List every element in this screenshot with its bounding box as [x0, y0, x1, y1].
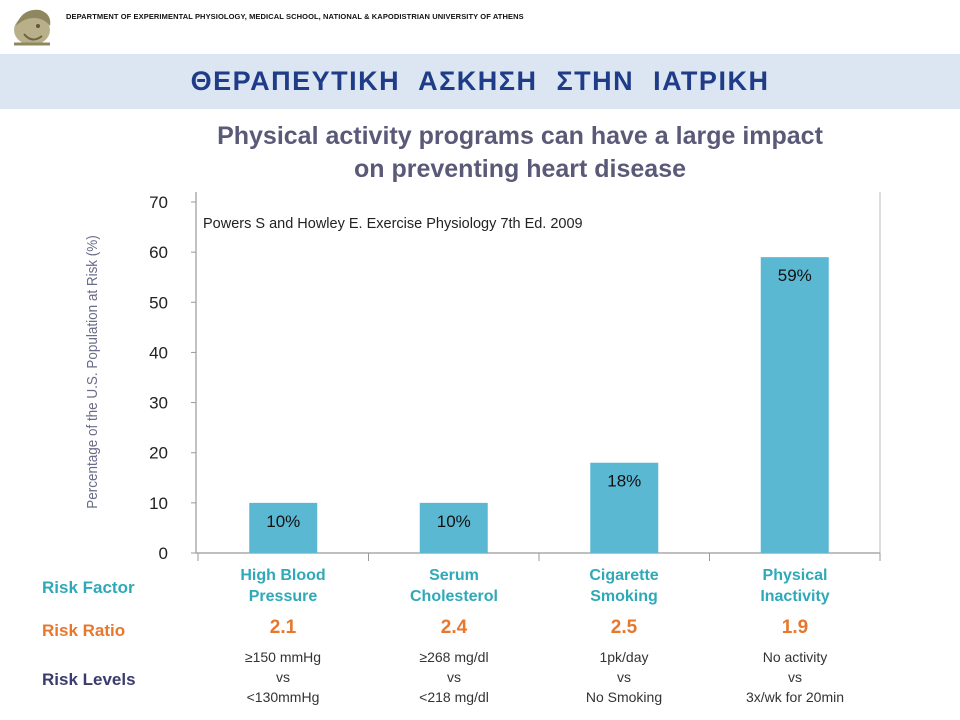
data-label: 59% — [778, 266, 812, 285]
data-label: 18% — [607, 472, 641, 491]
risk-level-line: vs — [617, 669, 631, 685]
y-tick-label: 60 — [149, 243, 168, 262]
row-label-risk-ratio: Risk Ratio — [42, 621, 126, 640]
risk-levels-cell: ≥268 mg/dl vs <218 mg/dl — [369, 647, 539, 707]
row-label-risk-factor: Risk Factor — [42, 578, 135, 597]
chart-title: Physical activity programs can have a la… — [110, 120, 930, 186]
risk-level-line: No Smoking — [585, 689, 663, 705]
risk-level-line: <218 mg/dl — [419, 689, 489, 705]
department-name: DEPARTMENT OF EXPERIMENTAL PHYSIOLOGY, M… — [66, 12, 524, 21]
data-label: 10% — [266, 512, 300, 531]
y-axis-label: Percentage of the U.S. Population at Ris… — [84, 235, 101, 509]
bar-0 — [249, 502, 318, 553]
risk-factor-line: Smoking — [590, 588, 658, 605]
risk-factor-line: High Blood — [240, 567, 326, 584]
title-band — [0, 54, 960, 109]
bar-3 — [760, 257, 829, 553]
y-tick-label: 10 — [149, 494, 168, 513]
row-label-risk-levels: Risk Levels — [42, 670, 136, 689]
header-bar: DEPARTMENT OF EXPERIMENTAL PHYSIOLOGY, M… — [0, 0, 960, 52]
y-tick-label: 30 — [149, 394, 168, 413]
risk-level-line: vs — [447, 669, 461, 685]
risk-ratio-cell: 2.5 — [610, 617, 638, 638]
risk-level-line: ≥268 mg/dl — [419, 649, 489, 665]
y-tick-label: 70 — [149, 193, 168, 212]
risk-factor-line: Physical — [762, 567, 828, 584]
risk-ratio-cell: 2.4 — [440, 617, 468, 638]
risk-factor-line: Serum — [429, 567, 479, 584]
risk-factor-cell: Serum Cholesterol — [369, 565, 539, 607]
risk-level-line: <130mmHg — [246, 689, 320, 705]
athena-head-logo — [14, 9, 51, 46]
risk-levels-cell: No activity vs 3x/wk for 20min — [710, 647, 880, 707]
risk-ratio-cell: 2.1 — [269, 617, 297, 638]
risk-factor-line: Cholesterol — [409, 588, 498, 605]
chart-title-line1: Physical activity programs can have a la… — [217, 122, 823, 150]
risk-level-line: ≥150 mmHg — [244, 649, 322, 665]
risk-levels-cell: ≥150 mmHg vs <130mmHg — [198, 647, 368, 707]
risk-factor-cell: High Blood Pressure — [198, 565, 368, 607]
y-tick-label: 50 — [149, 293, 168, 312]
risk-level-line: vs — [276, 669, 290, 685]
page-title: ΘΕΡΑΠΕΥΤΙΚΗ ΑΣΚΗΣΗ ΣΤΗΝ ΙΑΤΡΙΚΗ — [190, 66, 770, 96]
y-tick-label: 0 — [159, 544, 168, 563]
risk-factor-line: Inactivity — [760, 588, 830, 605]
bar-2 — [590, 462, 659, 553]
source-annotation: Powers S and Howley E. Exercise Physiolo… — [203, 216, 583, 232]
risk-level-line: No activity — [762, 649, 828, 665]
risk-level-line: 3x/wk for 20min — [745, 689, 845, 705]
chart-title-line2: on preventing heart disease — [353, 155, 687, 183]
risk-ratio-cell: 1.9 — [781, 617, 809, 638]
risk-level-line: vs — [788, 669, 802, 685]
risk-level-line: 1pk/day — [599, 649, 649, 665]
y-tick-label: 20 — [149, 444, 168, 463]
chart-bars: 10% 10% 18% 59% — [249, 257, 829, 553]
risk-factor-cell: Cigarette Smoking — [539, 565, 709, 607]
y-tick-label: 40 — [149, 343, 168, 362]
bar-1 — [419, 502, 488, 553]
risk-factor-line: Pressure — [248, 588, 318, 605]
risk-factor-cell: Physical Inactivity — [710, 565, 880, 607]
data-label: 10% — [437, 512, 471, 531]
risk-levels-cell: 1pk/day vs No Smoking — [539, 647, 709, 707]
risk-factor-line: Cigarette — [589, 567, 659, 584]
